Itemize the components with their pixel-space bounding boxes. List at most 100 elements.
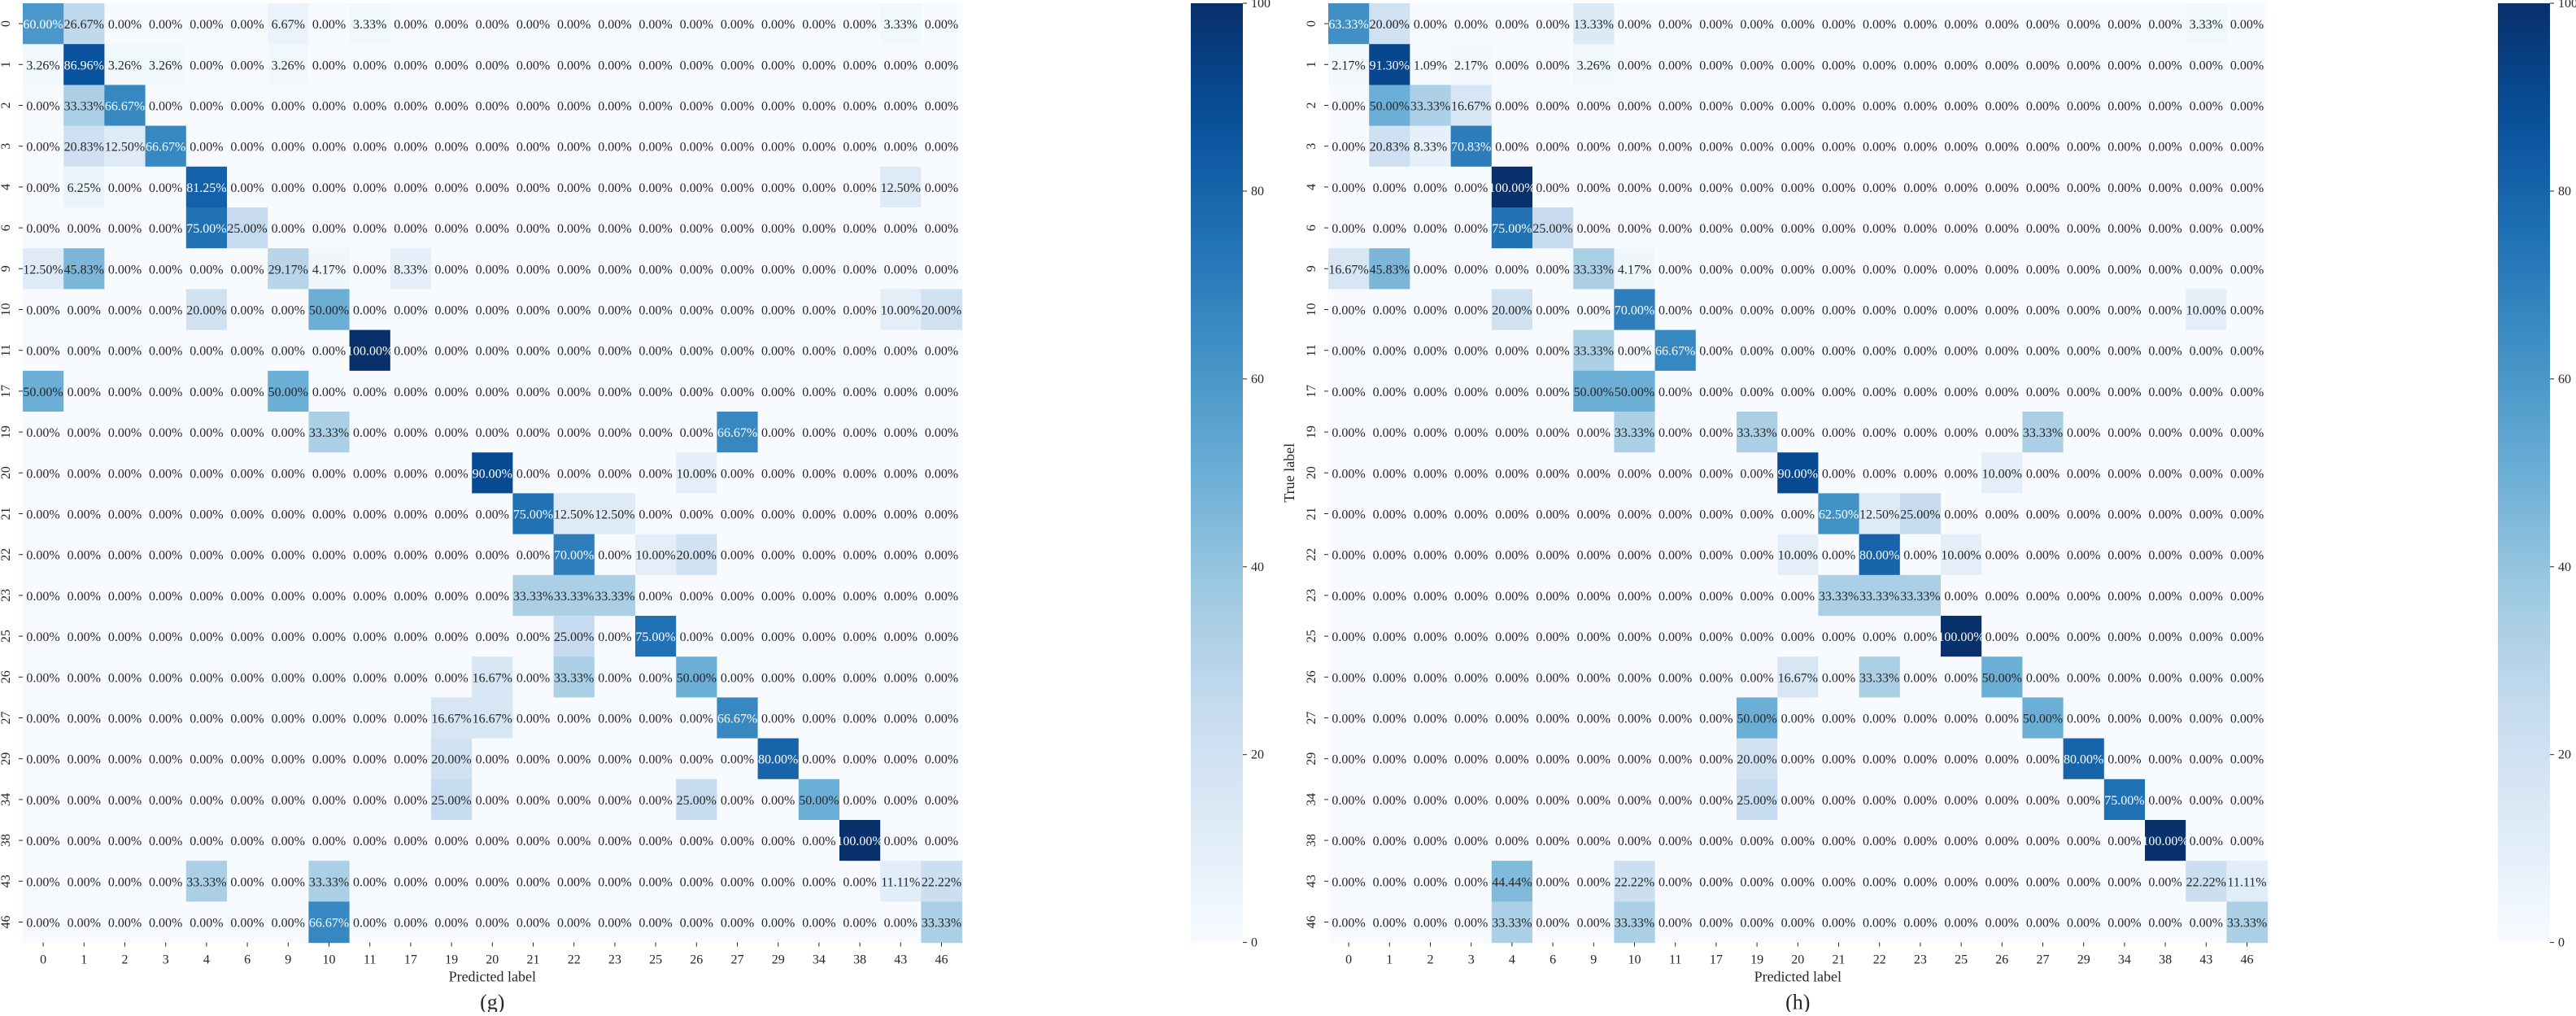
cell-label: 0.00%: [1985, 345, 2019, 359]
cell-label: 0.00%: [272, 549, 305, 563]
cell-label: 0.00%: [476, 549, 509, 563]
cell-label: 0.00%: [1944, 181, 1977, 195]
cell-label: 0.00%: [639, 508, 672, 522]
cell-label: 0.00%: [1985, 181, 2019, 195]
cell-label: 0.00%: [68, 508, 101, 522]
cell-label: 0.00%: [230, 181, 264, 195]
heatmap-cell: [717, 738, 759, 780]
x-tick-label: 38: [2159, 953, 2172, 967]
cell-label: 0.00%: [1577, 630, 1611, 644]
heatmap-cell: [921, 166, 963, 208]
cell-label: 12.50%: [554, 508, 594, 522]
cell-label: 0.00%: [721, 794, 754, 808]
cell-label: 0.00%: [1781, 835, 1815, 848]
x-tick-label: 38: [853, 953, 866, 967]
heatmap-cell: [104, 248, 146, 290]
cell-label: 0.00%: [394, 304, 427, 318]
cell-label: 16.67%: [1778, 671, 1818, 685]
colorbar-tick-label: 100: [2558, 0, 2576, 11]
heatmap-cell: [104, 85, 146, 127]
colorbar-tick-label: 60: [1251, 373, 1264, 386]
cell-label: 0.00%: [190, 467, 223, 481]
cell-label: 0.00%: [434, 386, 468, 399]
x-tick-label: 29: [772, 953, 785, 967]
cell-label: 0.00%: [1332, 875, 1365, 889]
cell-label: 0.00%: [1658, 835, 1692, 848]
cell-label: 0.00%: [1699, 917, 1733, 931]
cell-label: 0.00%: [2190, 426, 2223, 440]
heatmap-cell: [349, 289, 391, 331]
heatmap-cell: [1369, 3, 1410, 45]
cell-label: 0.00%: [476, 386, 509, 399]
cell-label: 0.00%: [884, 141, 918, 155]
cell-label: 0.00%: [1618, 508, 1651, 522]
cell-label: 66.67%: [146, 141, 185, 155]
cell-label: 4.17%: [312, 263, 346, 277]
cell-label: 0.00%: [1781, 386, 1815, 399]
heatmap-cell: [268, 901, 309, 944]
y-tick-label: 34: [0, 793, 13, 806]
heatmap-cell: [594, 289, 636, 331]
heatmap-cell: [1859, 3, 1901, 45]
cell-label: 0.00%: [1740, 875, 1773, 889]
heatmap-cell: [880, 656, 922, 698]
cell-label: 0.00%: [802, 181, 835, 195]
heatmap-cell: [921, 44, 963, 85]
heatmap-cell: [921, 616, 963, 657]
cell-label: 0.00%: [1822, 917, 1855, 931]
cell-label: 0.00%: [2148, 875, 2182, 889]
heatmap-cell: [145, 289, 187, 331]
cell-label: 0.00%: [68, 753, 101, 767]
cell-label: 0.00%: [1536, 467, 1569, 481]
cell-label: 0.00%: [1863, 345, 1896, 359]
cell-label: 22.22%: [922, 875, 961, 889]
cell-label: 0.00%: [108, 794, 142, 808]
heatmap-cell: [23, 329, 64, 372]
cell-label: 0.00%: [1822, 141, 1855, 155]
heatmap-cell: [880, 329, 922, 372]
cell-label: 0.00%: [2026, 467, 2059, 481]
heatmap-cell: [268, 248, 309, 290]
heatmap-cell: [349, 452, 391, 494]
heatmap-cell: [839, 738, 881, 780]
cell-label: 0.00%: [1332, 426, 1365, 440]
cell-label: 0.00%: [1944, 100, 1977, 114]
cell-label: 0.00%: [1863, 18, 1896, 32]
heatmap-cell: [717, 3, 759, 45]
cell-label: 0.00%: [2107, 263, 2141, 277]
cell-label: 0.00%: [1944, 18, 1977, 32]
x-tick-label: 25: [1955, 953, 1968, 967]
cell-label: 0.00%: [1740, 100, 1773, 114]
y-tick-label: 27: [1305, 712, 1319, 725]
heatmap-cell: [717, 44, 759, 85]
heatmap-cell: [757, 861, 800, 902]
heatmap-cell: [227, 738, 268, 780]
heatmap-cell: [512, 697, 555, 739]
heatmap-cell: [185, 452, 228, 494]
cell-label: 0.00%: [884, 794, 918, 808]
heatmap-cell: [676, 901, 717, 944]
cell-label: 0.00%: [1740, 549, 1773, 563]
cell-label: 0.00%: [272, 590, 305, 604]
cell-label: 0.00%: [394, 549, 427, 563]
cell-label: 0.00%: [680, 386, 713, 399]
cell-label: 0.00%: [68, 835, 101, 848]
cell-label: 0.00%: [1740, 590, 1773, 604]
cell-label: 0.00%: [1332, 100, 1365, 114]
heatmap-cell: [104, 207, 146, 249]
cell-label: 0.00%: [843, 713, 876, 726]
cell-label: 0.00%: [557, 263, 591, 277]
heatmap-cell: [185, 574, 228, 617]
cell-label: 0.00%: [476, 59, 509, 72]
cell-label: 0.00%: [1944, 917, 1977, 931]
cell-label: 0.00%: [598, 467, 631, 481]
cell-label: 0.00%: [1985, 426, 2019, 440]
cell-label: 0.00%: [557, 222, 591, 236]
heatmap-cell: [1491, 85, 1533, 127]
cell-label: 75.00%: [635, 630, 675, 644]
cell-label: 0.00%: [272, 222, 305, 236]
heatmap-cell: [1450, 85, 1493, 127]
cell-label: 0.00%: [1863, 100, 1896, 114]
heatmap-cell: [512, 901, 555, 944]
cell-label: 0.00%: [1944, 467, 1977, 481]
